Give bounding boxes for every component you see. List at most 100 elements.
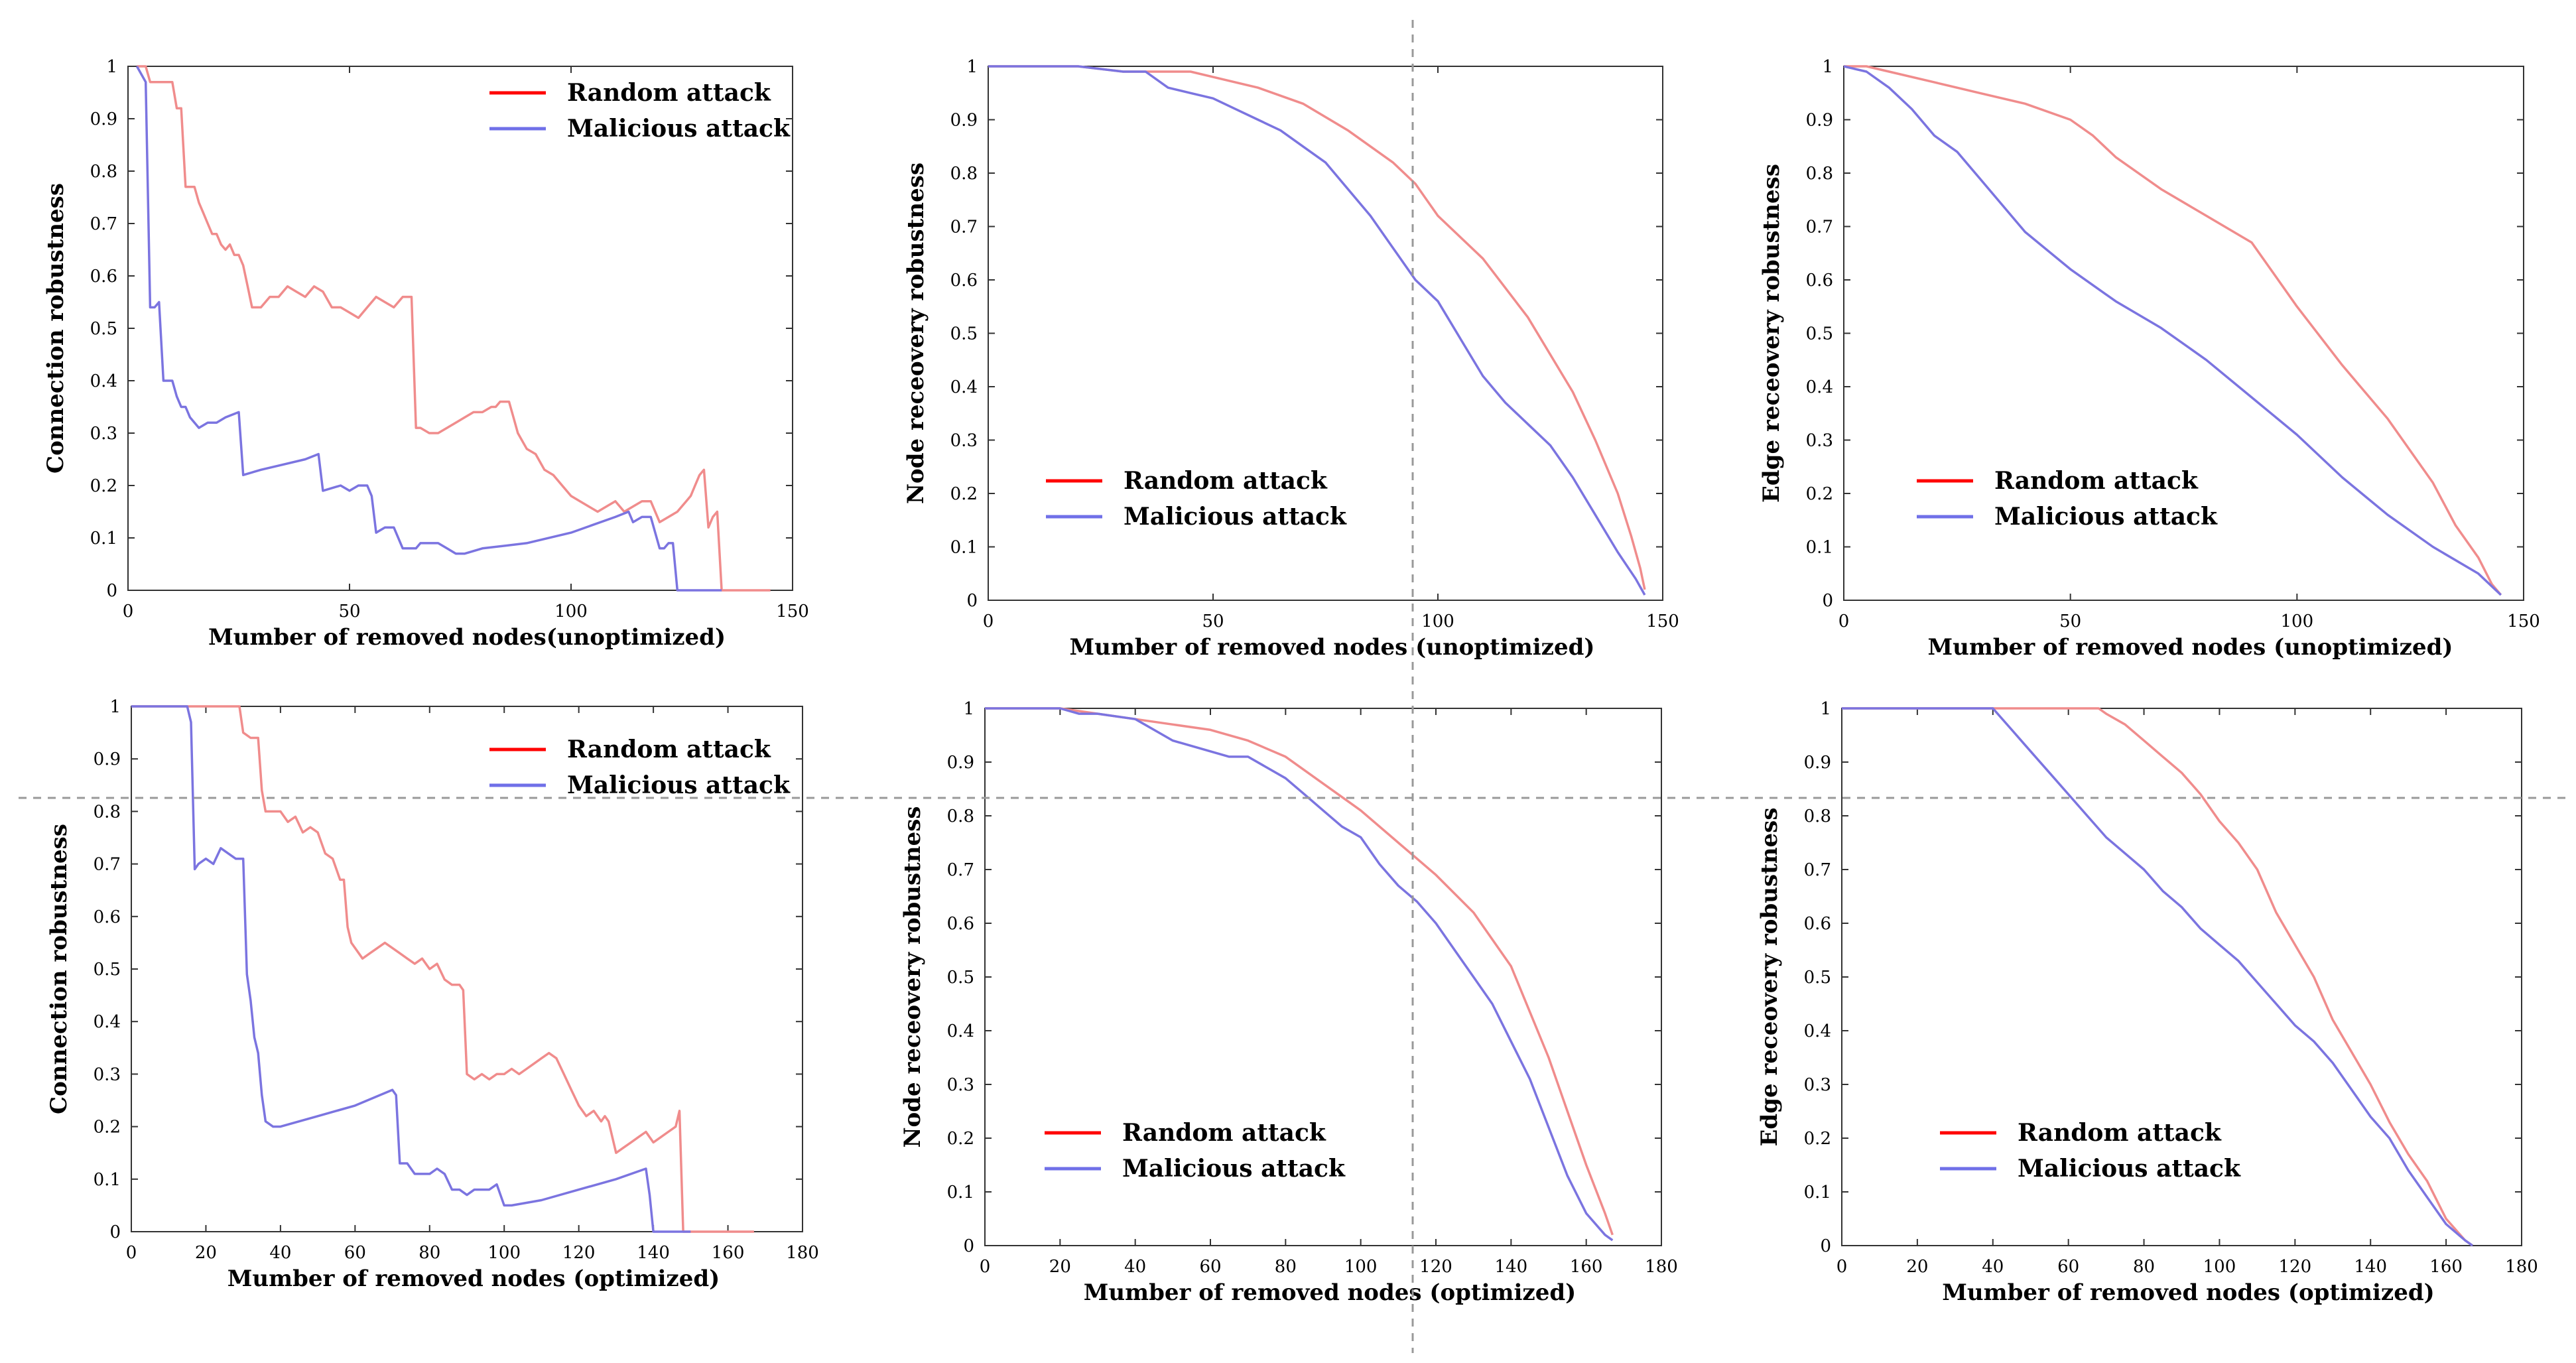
legend-label-malicious: Malicious attack [567, 115, 791, 143]
malicious-attack-line [988, 65, 1646, 596]
y-tick-label: 0.7 [1804, 860, 1831, 880]
x-tick-label: 0 [123, 602, 134, 621]
y-tick-label: 0.5 [1804, 968, 1831, 988]
y-tick-label: 0.4 [1804, 1021, 1831, 1041]
y-tick-label: 0.6 [1804, 914, 1831, 934]
y-tick-label: 0.8 [90, 162, 117, 182]
x-tick-label: 60 [344, 1243, 366, 1263]
y-tick-label: 0.6 [90, 267, 117, 287]
x-tick-label: 20 [195, 1243, 217, 1263]
plots-layer: 0 50 100 15000.10.20.30.40.50.60.70.80.91Mu… [42, 57, 2540, 1306]
x-axis-label: Mumber of removed nodes (unoptimized) [1928, 634, 2453, 661]
x-tick-label: 100 [487, 1243, 521, 1263]
x-tick-label: 140 [2354, 1257, 2387, 1277]
y-tick-label: 0.2 [94, 1118, 121, 1137]
x-tick-label: 100 [2203, 1257, 2236, 1277]
y-tick-label: 0.9 [90, 109, 117, 129]
x-axis-label: Mumber of removed nodes (optimized) [227, 1266, 720, 1292]
y-tick-label: 0.2 [1806, 484, 1833, 504]
x-tick-label: 0 [980, 1257, 991, 1277]
y-tick-label: 0.5 [947, 968, 974, 988]
y-axis-label: Connection robustness [46, 824, 72, 1114]
x-tick-label: 80 [2133, 1257, 2155, 1277]
y-tick-label: 0.6 [1806, 271, 1833, 291]
y-tick-label: 0.4 [94, 1012, 121, 1032]
guide-lines [19, 20, 2571, 1353]
y-tick-label: 0.7 [90, 214, 117, 234]
y-tick-label: 0.9 [94, 749, 121, 769]
y-tick-label: 0.9 [947, 753, 974, 773]
y-tick-label: 0.5 [1806, 324, 1833, 344]
y-axis-label: Node receovery robustness [903, 162, 929, 504]
x-tick-label: 40 [1124, 1257, 1146, 1277]
y-tick-label: 0.1 [1804, 1183, 1831, 1202]
y-tick-label: 0.4 [90, 371, 117, 391]
y-tick-label: 0.3 [94, 1065, 121, 1084]
y-tick-label: 0.6 [94, 907, 121, 927]
x-tick-label: 50 [338, 602, 360, 621]
x-tick-label: 160 [2429, 1257, 2463, 1277]
y-tick-label: 0.2 [950, 484, 978, 504]
y-tick-label: 0.9 [1804, 753, 1831, 773]
random-attack-line [1842, 707, 2474, 1247]
x-tick-label: 50 [2059, 612, 2081, 631]
y-tick-label: 0.2 [1804, 1129, 1831, 1149]
legend-label-random: Random attack [567, 736, 771, 763]
chart-bottom-right: 0 20 40 60 80 100 120 140 160 180 0 0.1 0.2 0.3 0.4 0.5… [1756, 699, 2538, 1306]
y-tick-label: 1 [963, 699, 974, 719]
y-tick-label: 1 [966, 57, 978, 77]
y-tick-label: 0 [966, 591, 978, 611]
y-tick-label: 0.8 [950, 164, 978, 184]
y-tick-label: 1 [1820, 699, 1831, 719]
chart-bottom-left: 0 20 40 60 80 100 120 140 160 180 0 0.1 0.2 0.3 0.4 0.5… [46, 697, 819, 1292]
random-attack-line [137, 65, 771, 592]
malicious-attack-line [1842, 707, 2474, 1247]
y-tick-label: 0.5 [94, 960, 121, 980]
y-tick-label: 0 [963, 1236, 974, 1256]
x-tick-label: 120 [1419, 1257, 1452, 1277]
y-tick-label: 0.6 [950, 271, 978, 291]
legend-label-random: Random attack [2018, 1119, 2222, 1147]
y-tick-label: 0.9 [1806, 111, 1833, 131]
x-tick-label: 20 [1906, 1257, 1928, 1277]
y-tick-label: 0.1 [94, 1170, 121, 1190]
x-tick-label: 100 [1344, 1257, 1378, 1277]
y-tick-label: 0 [106, 581, 117, 601]
x-tick-label: 180 [786, 1243, 819, 1263]
x-tick-label: 120 [562, 1243, 596, 1263]
x-tick-label: 0 [126, 1243, 137, 1263]
y-tick-label: 1 [106, 57, 117, 77]
y-tick-label: 0.7 [947, 860, 974, 880]
malicious-attack-line [1843, 65, 2502, 596]
y-tick-label: 0 [1822, 591, 1833, 611]
y-tick-label: 0.1 [90, 529, 117, 549]
chart-top-right: 0 50 100 150 0 0.1 0.2 0.3 0.4 0.5 0.6 0.7 0.8 0.9 1 Mu… [1758, 57, 2540, 661]
chart-bottom-middle: 0 20 40 60 80 100 120 140 160 180 0 0.1 0.2 0.3 0.4 0.5… [899, 699, 1678, 1306]
plot-frame [127, 66, 793, 591]
random-attack-line [1844, 65, 2502, 596]
x-tick-label: 80 [419, 1243, 440, 1263]
legend-label-random: Random attack [567, 79, 771, 107]
x-tick-label: 150 [2507, 612, 2540, 631]
x-tick-label: 100 [554, 602, 588, 621]
legend-label-random: Random attack [1124, 467, 1328, 495]
x-tick-label: 40 [1982, 1257, 2004, 1277]
malicious-attack-line [131, 705, 691, 1233]
y-tick-label: 0.8 [947, 807, 974, 826]
y-tick-label: 1 [1822, 57, 1833, 77]
x-tick-label: 140 [637, 1243, 670, 1263]
random-attack-line [131, 705, 754, 1233]
x-tick-label: 160 [1570, 1257, 1603, 1277]
legend-label-malicious: Malicious attack [1124, 503, 1347, 531]
legend-label-random: Random attack [1994, 467, 2199, 495]
x-axis-label: Mumber of removed nodes(unoptimized) [208, 624, 726, 651]
y-tick-label: 0.2 [90, 476, 117, 496]
x-axis-label: Mumber of removed nodes (optimized) [1084, 1279, 1576, 1306]
x-tick-label: 80 [1275, 1257, 1297, 1277]
y-tick-label: 0.3 [947, 1075, 974, 1095]
y-tick-label: 0.7 [1806, 218, 1833, 237]
x-tick-label: 60 [1199, 1257, 1221, 1277]
y-tick-label: 0.5 [90, 319, 117, 339]
y-tick-label: 0.7 [950, 218, 978, 237]
